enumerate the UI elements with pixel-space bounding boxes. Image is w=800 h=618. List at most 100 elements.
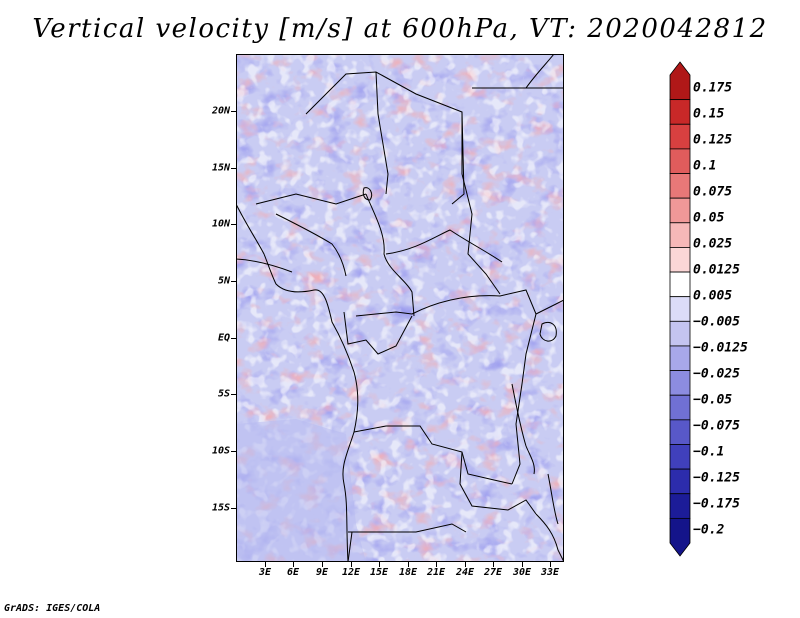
lat-label-5n: 5N [217, 275, 230, 287]
lon-tick [265, 562, 266, 567]
colorbar-label: −0.175 [693, 496, 740, 512]
lake-chad [362, 187, 373, 201]
south-atlantic-smooth-region [236, 419, 366, 562]
colorbar-swatch [669, 222, 691, 248]
red-sea-coast [525, 54, 555, 89]
colorbar-swatch [669, 296, 691, 322]
colorbar-swatch [669, 345, 691, 371]
lat-tick [231, 168, 236, 169]
colorbar-swatch [669, 468, 691, 495]
lake-tanganyika [511, 383, 535, 475]
lon-label-9e: 9E [315, 567, 329, 578]
lon-tick [436, 562, 437, 567]
colorbar-label: −0.1 [693, 444, 725, 460]
lat-label-5s: 5S [217, 388, 230, 400]
lake-victoria [539, 322, 557, 342]
lon-tick [465, 562, 466, 567]
lat-label-20n: 20N [211, 105, 230, 117]
lon-tick [522, 562, 523, 567]
lon-label-6e: 6E [286, 567, 300, 578]
lat-tick [231, 281, 236, 282]
border-angola-drc [353, 425, 513, 485]
colorbar-swatch [669, 61, 691, 101]
border-east [535, 299, 564, 315]
colorbar-swatch [669, 320, 691, 347]
colorbar-label: 0.125 [693, 132, 733, 148]
colorbar-label: 0.15 [693, 106, 725, 122]
border-congo [343, 311, 413, 355]
border-chad-sudan [461, 112, 501, 295]
colorbar-swatch [669, 123, 691, 150]
lon-tick [379, 562, 380, 567]
lake-malawi [547, 473, 559, 525]
colorbar-label: 0.05 [693, 210, 725, 226]
colorbar-label: 0.075 [693, 184, 733, 200]
border-niger [255, 193, 367, 205]
lat-label-eq: EQ [217, 332, 230, 344]
lon-label-3e: 3E [258, 567, 272, 578]
border-drc-north [355, 289, 537, 317]
grads-credit: GrADS: IGES/COLA [4, 603, 101, 614]
lon-label-24e: 24E [455, 567, 475, 578]
colorbar-label: −0.025 [693, 366, 740, 382]
border-drc-east [511, 313, 537, 485]
colorbar-swatch [669, 173, 691, 199]
map-plot-area [236, 54, 564, 562]
lon-label-30e: 30E [512, 567, 532, 578]
colorbar-swatch [669, 444, 691, 470]
colorbar-label: 0.1 [693, 158, 717, 174]
colorbar-label: −0.2 [693, 522, 725, 538]
border-car [385, 229, 503, 263]
colorbar-swatch [669, 370, 691, 396]
border-nigeria [275, 213, 347, 277]
lon-label-27e: 27E [483, 567, 503, 578]
border-north [305, 71, 465, 205]
lat-tick [231, 338, 236, 339]
colorbar [669, 61, 691, 557]
lon-tick [493, 562, 494, 567]
lon-tick [351, 562, 352, 567]
colorbar-swatch [669, 419, 691, 445]
lon-label-21e: 21E [426, 567, 446, 578]
colorbar-label: 0.175 [693, 80, 733, 96]
colorbar-swatch [669, 517, 691, 557]
lon-label-15e: 15E [369, 567, 389, 578]
lat-label-10n: 10N [211, 218, 230, 230]
colorbar-label: 0.0125 [693, 262, 740, 278]
lat-tick [231, 451, 236, 452]
chart-title: Vertical velocity [m/s] at 600hPa, VT: 2… [32, 14, 768, 44]
lon-label-33e: 33E [540, 567, 560, 578]
lon-label-12e: 12E [341, 567, 361, 578]
colorbar-label: 0.005 [693, 288, 733, 304]
border-mozambique [535, 513, 564, 562]
lat-label-15s: 15S [211, 502, 230, 514]
colorbar-swatch [669, 493, 691, 519]
lat-tick [231, 224, 236, 225]
colorbar-swatch [669, 148, 691, 174]
colorbar-swatch [669, 394, 691, 421]
colorbar-label: −0.005 [693, 314, 740, 330]
colorbar-swatch [669, 197, 691, 224]
colorbar-label: −0.0125 [693, 340, 748, 356]
coastlines-and-borders [236, 54, 564, 562]
lat-tick [231, 111, 236, 112]
lat-tick [231, 508, 236, 509]
lat-label-10s: 10S [211, 445, 230, 457]
border-libya-chad [375, 71, 389, 195]
lon-tick [322, 562, 323, 567]
border-zambia [459, 451, 537, 515]
lon-tick [293, 562, 294, 567]
colorbar-swatch [669, 247, 691, 273]
colorbar-label: −0.05 [693, 392, 733, 408]
lon-label-18e: 18E [398, 567, 418, 578]
colorbar-label: 0.025 [693, 236, 733, 252]
lat-label-15n: 15N [211, 162, 230, 174]
velocity-field-map [236, 54, 564, 562]
lon-tick [408, 562, 409, 567]
colorbar-label: −0.125 [693, 470, 740, 486]
lon-tick [550, 562, 551, 567]
colorbar-label: −0.075 [693, 418, 740, 434]
border-cameroon [365, 193, 415, 317]
lat-tick [231, 394, 236, 395]
colorbar-swatch [669, 271, 691, 298]
